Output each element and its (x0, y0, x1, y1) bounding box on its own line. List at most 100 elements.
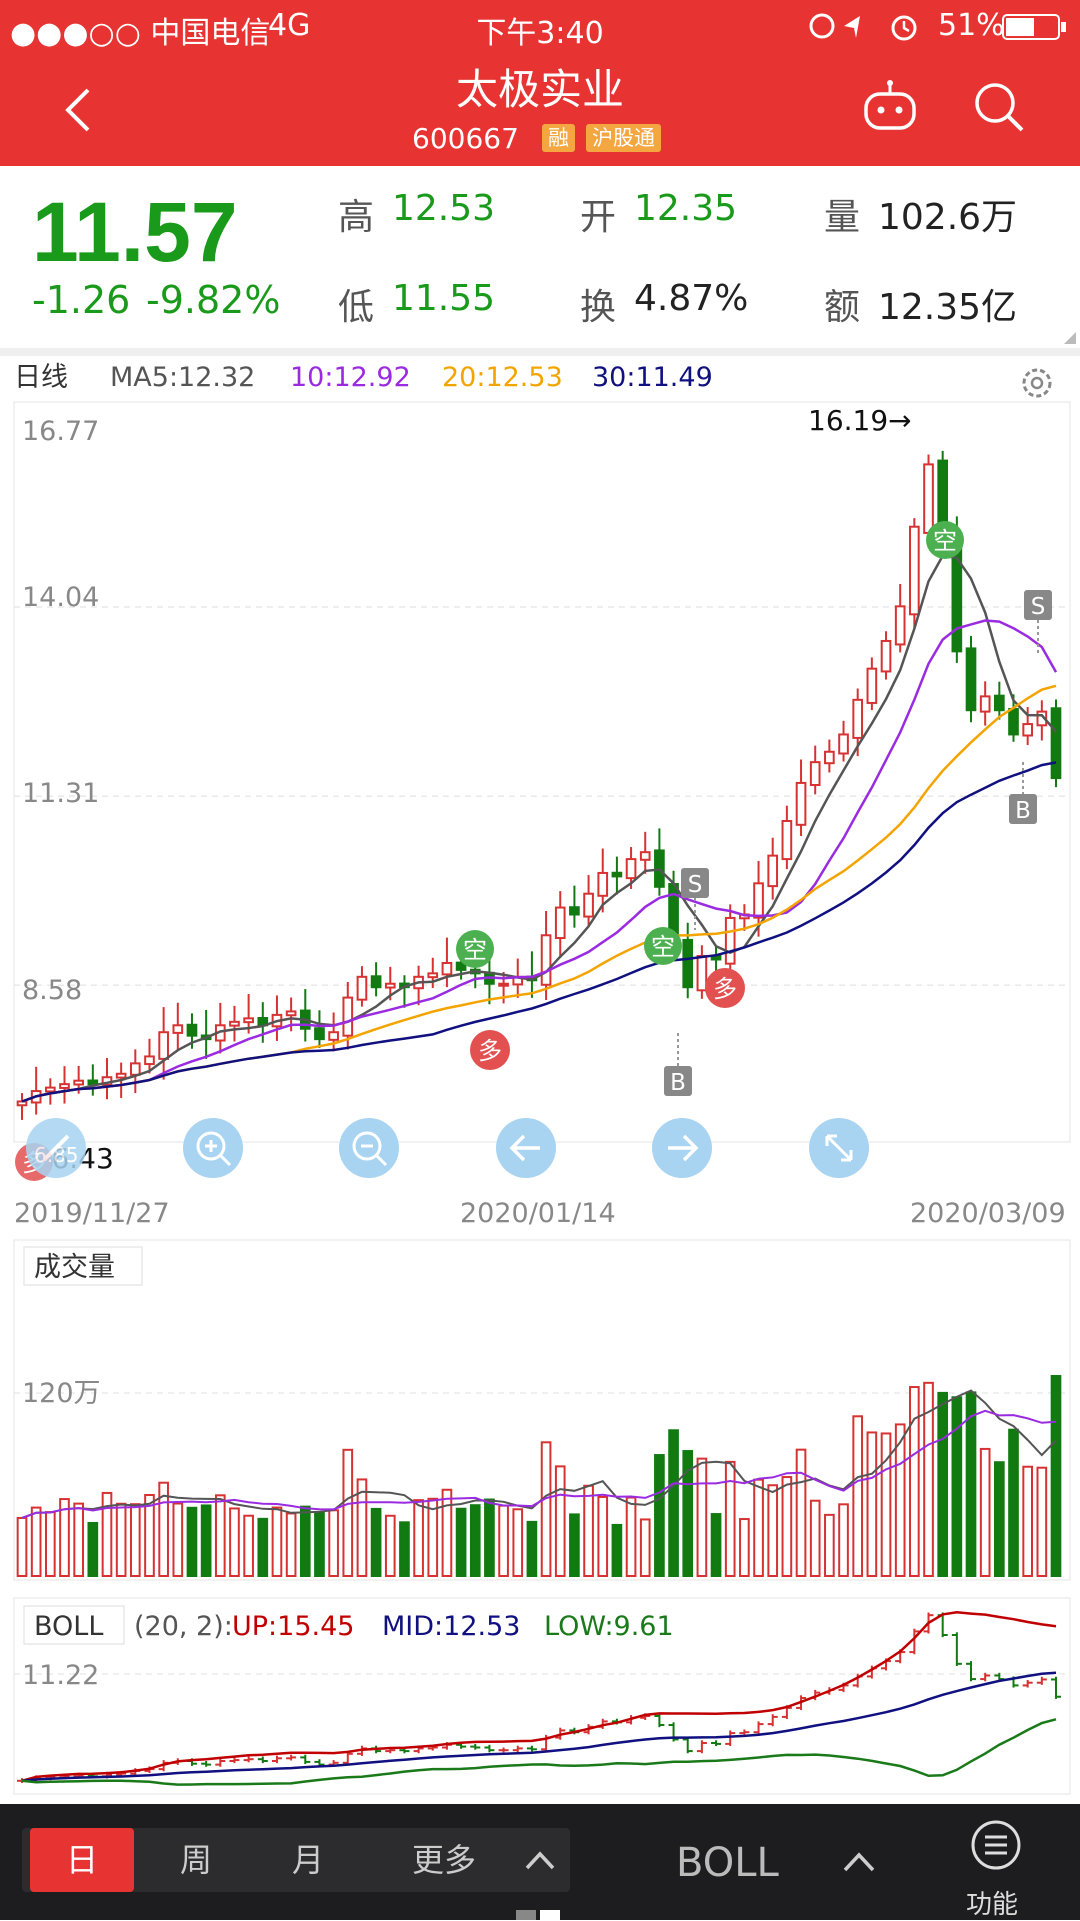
signal-sell-1[interactable]: S (681, 868, 709, 930)
candle-body (979, 695, 991, 713)
low-label: 低 (338, 287, 375, 328)
page-indicator-1 (516, 1910, 536, 1920)
zoom-in-button[interactable] (183, 1118, 243, 1178)
menu-icon[interactable] (966, 1818, 1026, 1872)
svg-text:空: 空 (933, 527, 957, 555)
candle-body (838, 733, 849, 755)
ma20-legend: 20:12.53 (442, 362, 563, 393)
candle-body (158, 1031, 169, 1060)
volume-bar (781, 1476, 793, 1578)
volume-bar (73, 1502, 84, 1577)
candle-body (1008, 708, 1019, 736)
volume-bar (30, 1506, 42, 1577)
candle-body (243, 1017, 254, 1024)
chevron-up-icon (525, 1851, 555, 1870)
boll-mid-line (21, 1671, 1057, 1783)
signal-short-2[interactable]: 空 (644, 927, 682, 965)
volume-bar (229, 1507, 240, 1577)
candle-body (314, 1027, 325, 1041)
signal-short-1[interactable]: 空 (456, 930, 494, 968)
amount-label: 额 (824, 287, 861, 328)
open-label: 开 (580, 197, 617, 238)
candle-body (59, 1083, 70, 1089)
search-icon[interactable] (970, 78, 1030, 138)
volume-bar (739, 1518, 750, 1578)
settings-icon[interactable] (1022, 368, 1052, 398)
volume-bar (44, 1511, 56, 1577)
volume-bar (540, 1441, 552, 1578)
scroll-left-button[interactable] (496, 1118, 556, 1178)
candle-body (115, 1072, 127, 1079)
volume-bar (59, 1498, 70, 1577)
draw-tool-button[interactable]: 6.85 (26, 1118, 86, 1178)
signal-sell-2[interactable]: S (1024, 590, 1052, 656)
indicator-selector[interactable]: BOLL (676, 1840, 779, 1886)
robot-assistant-icon[interactable] (860, 76, 920, 136)
candle-body (639, 851, 651, 861)
status-icons (809, 13, 917, 41)
date-start: 2019/11/27 (14, 1198, 170, 1229)
volume-bar (795, 1448, 807, 1578)
scroll-right-button[interactable] (652, 1118, 712, 1178)
volume-bar (937, 1391, 949, 1577)
volume-bar (951, 1396, 963, 1578)
zoom-out-button[interactable] (339, 1118, 399, 1178)
signal-buy-1[interactable]: B (664, 1033, 692, 1096)
ma30-legend: 30:11.49 (592, 362, 713, 393)
volume-bar (1008, 1428, 1019, 1578)
divider (0, 348, 1080, 356)
back-icon[interactable] (52, 80, 112, 140)
function-label[interactable]: 功能 (966, 1890, 1019, 1920)
tab-day[interactable]: 日 (30, 1828, 134, 1892)
signal-long-1[interactable]: 多 (470, 1030, 510, 1070)
volume-bar (200, 1504, 212, 1577)
stock-code: 600667 (412, 122, 519, 155)
signal-long-2[interactable]: 多 (705, 968, 745, 1008)
date-mid: 2020/01/14 (460, 1198, 616, 1229)
candle-body (87, 1079, 99, 1086)
candle-body (384, 982, 396, 989)
high-label: 高 (338, 197, 375, 238)
volume-bar (569, 1513, 580, 1578)
charts-area: 日线 MA5:12.32 10:12.92 20:12.53 30:11.49 … (13, 362, 1071, 1795)
indicator-chevron-up-icon[interactable] (842, 1848, 876, 1874)
period-label: 日线 (14, 362, 68, 393)
volume-bar (909, 1386, 920, 1578)
volume-ma-lines (21, 1389, 1057, 1519)
high-value: 12.53 (392, 188, 496, 229)
candle-body (753, 882, 764, 919)
volume-bar (611, 1523, 623, 1578)
volume-bar (639, 1518, 651, 1578)
volume-value: 102.6万 (878, 197, 1018, 238)
expand-corner-icon[interactable] (1062, 330, 1078, 346)
page-indicator-2 (540, 1910, 560, 1920)
volume-bar (894, 1423, 906, 1578)
boll-frame (13, 1597, 1071, 1795)
candle-body (455, 961, 467, 971)
boll-bands (21, 1611, 1057, 1786)
candle-body (1050, 707, 1062, 780)
volume-bar (824, 1513, 835, 1578)
volume-bar (314, 1511, 325, 1578)
candle-body (923, 463, 934, 534)
volume-bar (399, 1521, 410, 1577)
boll-title-box (23, 1605, 125, 1645)
signal-buy-2[interactable]: B (1009, 762, 1037, 824)
candle-body (285, 1010, 297, 1017)
volume-bar (427, 1497, 439, 1577)
ma10-legend: 10:12.92 (290, 362, 411, 393)
more-periods-button[interactable]: 更多 (412, 1828, 552, 1892)
volume-bar (498, 1504, 509, 1578)
volume-bar (809, 1499, 821, 1578)
volume-bar (285, 1512, 297, 1578)
fullscreen-button[interactable] (809, 1118, 869, 1178)
boll-mid: MID:12.53 (382, 1611, 520, 1642)
volume-bar (158, 1481, 169, 1577)
low-value: 11.55 (392, 278, 496, 319)
signal-short-3[interactable]: 空 (926, 521, 964, 559)
tab-week[interactable]: 周 (179, 1841, 212, 1879)
svg-text:B: B (1015, 798, 1031, 824)
candle-body (682, 938, 694, 989)
tab-month[interactable]: 月 (291, 1841, 324, 1879)
max-price-marker: 16.19→ (808, 404, 912, 437)
